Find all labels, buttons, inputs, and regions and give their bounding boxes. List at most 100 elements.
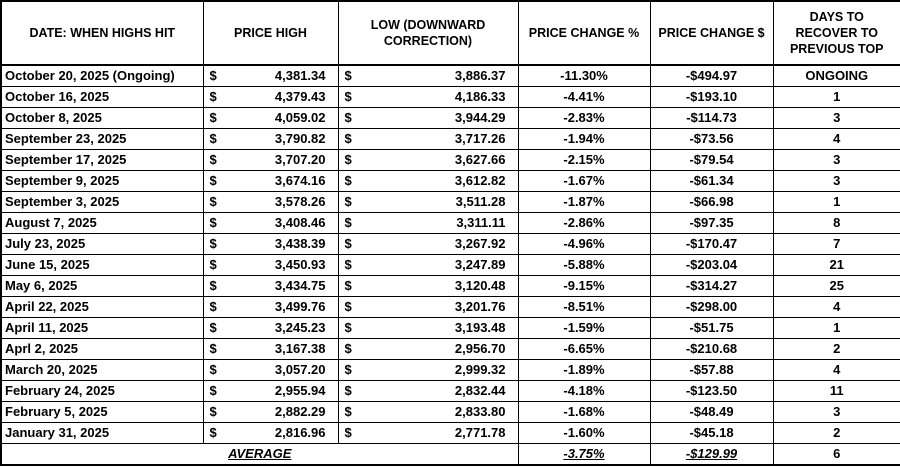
date-cell: October 16, 2025	[0, 85, 204, 108]
low-correction-value: 3,944.29	[454, 110, 506, 125]
date-cell: Aprl 2, 2025	[0, 337, 204, 360]
low-correction-value: 3,201.76	[454, 299, 506, 314]
currency-symbol: $	[209, 110, 217, 125]
days-to-recover-cell: 4	[772, 295, 900, 318]
table-row: October 20, 2025 (Ongoing) $ 4,381.34 $ …	[0, 64, 900, 87]
price-high-cell: $ 2,816.96	[202, 421, 339, 444]
price-high-cell: $ 3,790.82	[202, 127, 339, 150]
low-correction-value: 3,120.48	[454, 278, 506, 293]
price-change-pct-cell: -11.30%	[517, 64, 651, 87]
price-high-value: 3,245.23	[274, 320, 326, 335]
currency-symbol: $	[344, 320, 352, 335]
price-change-usd-cell: -$97.35	[649, 211, 774, 234]
low-correction-cell: $ 2,999.32	[337, 358, 519, 381]
price-change-usd-cell: -$79.54	[649, 148, 774, 171]
days-to-recover-cell: 4	[772, 127, 900, 150]
price-change-pct-cell: -1.68%	[517, 400, 651, 423]
low-correction-cell: $ 3,267.92	[337, 232, 519, 255]
low-correction-cell: $ 3,612.82	[337, 169, 519, 192]
currency-symbol: $	[209, 278, 217, 293]
date-cell: August 7, 2025	[0, 211, 204, 234]
price-high-cell: $ 2,882.29	[202, 400, 339, 423]
price-change-usd-cell: -$170.47	[649, 232, 774, 255]
price-high-value: 4,381.34	[274, 68, 326, 84]
currency-symbol: $	[344, 236, 352, 251]
date-cell: January 31, 2025	[0, 421, 204, 444]
column-header: DATE: WHEN HIGHS HIT	[0, 0, 204, 66]
days-to-recover-cell: 1	[772, 190, 900, 213]
currency-symbol: $	[344, 425, 352, 440]
days-to-recover-cell: 3	[772, 400, 900, 423]
low-correction-value: 3,247.89	[454, 257, 506, 272]
price-change-pct-cell: -6.65%	[517, 337, 651, 360]
header-row: DATE: WHEN HIGHS HIT PRICE HIGH LOW (DOWNW…	[0, 0, 900, 66]
price-change-pct-cell: -1.87%	[517, 190, 651, 213]
price-change-pct-cell: -2.83%	[517, 106, 651, 129]
currency-symbol: $	[344, 215, 352, 230]
low-correction-value: 3,627.66	[454, 152, 506, 167]
price-high-cell: $ 3,167.38	[202, 337, 339, 360]
price-high-value: 3,499.76	[274, 299, 326, 314]
price-high-cell: $ 3,438.39	[202, 232, 339, 255]
price-change-usd-cell: -$66.98	[649, 190, 774, 213]
date-cell: February 24, 2025	[0, 379, 204, 402]
table-row: August 7, 2025 $ 3,408.46 $ 3,311.11 -2.…	[0, 211, 900, 234]
currency-symbol: $	[344, 278, 352, 293]
currency-symbol: $	[209, 257, 217, 272]
currency-symbol: $	[209, 68, 217, 84]
price-change-pct-cell: -2.15%	[517, 148, 651, 171]
average-price-change-usd: -$129.99	[649, 442, 774, 466]
price-change-pct-cell: -1.60%	[517, 421, 651, 444]
currency-symbol: $	[209, 404, 217, 419]
low-correction-value: 3,193.48	[454, 320, 506, 335]
low-correction-cell: $ 4,186.33	[337, 85, 519, 108]
price-change-pct-cell: -1.59%	[517, 316, 651, 339]
low-correction-cell: $ 2,771.78	[337, 421, 519, 444]
table-row: Aprl 2, 2025 $ 3,167.38 $ 2,956.70 -6.65…	[0, 337, 900, 360]
low-correction-value: 4,186.33	[454, 89, 506, 104]
price-change-pct-cell: -4.96%	[517, 232, 651, 255]
price-change-pct-cell: -4.18%	[517, 379, 651, 402]
days-to-recover-cell: 8	[772, 211, 900, 234]
currency-symbol: $	[344, 110, 352, 125]
table-row: July 23, 2025 $ 3,438.39 $ 3,267.92 -4.9…	[0, 232, 900, 255]
date-cell: September 17, 2025	[0, 148, 204, 171]
currency-symbol: $	[344, 68, 352, 84]
table-body: October 20, 2025 (Ongoing) $ 4,381.34 $ …	[0, 64, 900, 444]
low-correction-value: 2,771.78	[454, 425, 506, 440]
price-change-usd-cell: -$45.18	[649, 421, 774, 444]
date-cell: May 6, 2025	[0, 274, 204, 297]
date-cell: June 15, 2025	[0, 253, 204, 276]
table-row: May 6, 2025 $ 3,434.75 $ 3,120.48 -9.15%…	[0, 274, 900, 297]
date-cell: September 3, 2025	[0, 190, 204, 213]
currency-symbol: $	[344, 152, 352, 167]
days-to-recover-cell: 7	[772, 232, 900, 255]
price-high-value: 2,816.96	[274, 425, 326, 440]
price-change-pct-cell: -4.41%	[517, 85, 651, 108]
date-cell: April 11, 2025	[0, 316, 204, 339]
currency-symbol: $	[344, 341, 352, 356]
price-change-usd-cell: -$73.56	[649, 127, 774, 150]
table-row: October 8, 2025 $ 4,059.02 $ 3,944.29 -2…	[0, 106, 900, 129]
price-change-usd-cell: -$203.04	[649, 253, 774, 276]
low-correction-value: 3,267.92	[454, 236, 506, 251]
price-high-cell: $ 4,059.02	[202, 106, 339, 129]
low-correction-cell: $ 3,717.26	[337, 127, 519, 150]
currency-symbol: $	[209, 215, 217, 230]
average-row: AVERAGE -3.75% -$129.99 6	[0, 442, 900, 466]
price-high-value: 3,167.38	[274, 341, 326, 356]
low-correction-cell: $ 3,247.89	[337, 253, 519, 276]
price-high-value: 3,057.20	[274, 362, 326, 377]
currency-symbol: $	[344, 362, 352, 377]
low-correction-value: 3,311.11	[456, 215, 506, 230]
days-to-recover-cell: 11	[772, 379, 900, 402]
low-correction-cell: $ 3,120.48	[337, 274, 519, 297]
price-change-usd-cell: -$114.73	[649, 106, 774, 129]
date-cell: September 9, 2025	[0, 169, 204, 192]
days-to-recover-cell: 1	[772, 85, 900, 108]
low-correction-cell: $ 3,886.37	[337, 64, 519, 87]
date-cell: September 23, 2025	[0, 127, 204, 150]
low-correction-cell: $ 3,193.48	[337, 316, 519, 339]
days-to-recover-cell: 2	[772, 421, 900, 444]
table-row: September 9, 2025 $ 3,674.16 $ 3,612.82 …	[0, 169, 900, 192]
